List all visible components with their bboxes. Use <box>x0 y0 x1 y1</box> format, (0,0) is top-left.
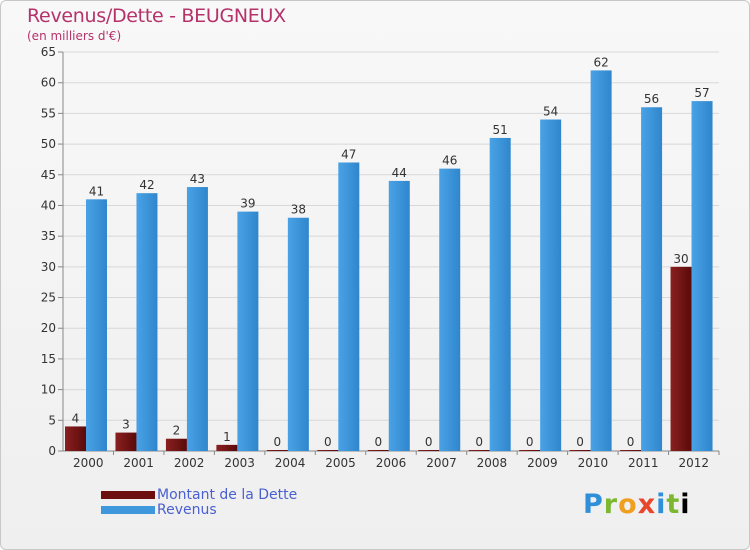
chart-title: Revenus/Dette - BEUGNEUX <box>27 5 286 27</box>
bar-revenue <box>590 70 612 452</box>
y-tick-label: 15 <box>41 352 56 366</box>
bar-revenue <box>338 162 360 451</box>
data-label-revenue: 43 <box>190 172 205 186</box>
bar-debt <box>115 432 137 451</box>
y-tick-label: 55 <box>41 106 56 120</box>
bar-debt <box>317 450 339 451</box>
bar-debt <box>266 450 288 451</box>
x-tick-label: 2001 <box>123 456 154 470</box>
x-tick-label: 2010 <box>578 456 609 470</box>
bar-debt <box>165 438 187 451</box>
bar-revenue <box>641 107 663 451</box>
legend-swatch-revenue <box>101 505 155 514</box>
bar-revenue <box>540 119 562 452</box>
legend-label-revenue: Revenus <box>157 501 217 518</box>
bar-debt <box>418 450 440 451</box>
y-tick-label: 60 <box>41 76 56 90</box>
bar-debt <box>620 450 642 451</box>
bar-revenue <box>186 187 208 452</box>
bar-debt <box>670 266 692 451</box>
data-label-debt: 30 <box>673 252 688 266</box>
legend: Montant de la Dette Revenus <box>101 486 298 518</box>
bar-revenue <box>388 180 410 451</box>
x-tick-label: 2011 <box>628 456 659 470</box>
bar-revenue <box>691 101 713 451</box>
bar-debt <box>65 426 86 451</box>
y-tick-label: 35 <box>41 229 56 243</box>
data-label-debt: 0 <box>324 435 332 449</box>
bar-debt <box>468 450 490 451</box>
y-tick-label: 40 <box>41 198 56 212</box>
x-tick-label: 2000 <box>73 456 104 470</box>
data-label-debt: 0 <box>576 435 584 449</box>
data-label-debt: 0 <box>526 435 534 449</box>
legend-item-debt: Montant de la Dette <box>101 486 298 503</box>
y-tick-label: 10 <box>41 383 56 397</box>
data-label-revenue: 46 <box>442 154 457 168</box>
proxiti-logo: Proxiti <box>583 489 691 520</box>
legend-item-revenue: Revenus <box>101 501 297 518</box>
data-label-revenue: 47 <box>341 147 356 161</box>
y-tick-label: 65 <box>41 45 56 59</box>
x-tick-label: 2003 <box>224 456 255 470</box>
bar-debt <box>569 450 591 451</box>
x-tick-label: 2002 <box>174 456 205 470</box>
chart-subtitle: (en milliers d'€) <box>27 29 122 43</box>
data-label-debt: 0 <box>627 435 635 449</box>
y-tick-label: 5 <box>48 413 56 427</box>
bar-debt <box>216 444 238 451</box>
y-tick-label: 45 <box>41 168 56 182</box>
data-label-debt: 0 <box>274 435 282 449</box>
bar-revenue <box>439 168 461 451</box>
legend-swatch-debt <box>101 490 155 499</box>
y-tick-label: 25 <box>41 291 56 305</box>
data-label-debt: 3 <box>122 418 130 432</box>
data-label-revenue: 38 <box>291 203 306 217</box>
x-tick-label: 2009 <box>527 456 558 470</box>
data-label-debt: 0 <box>425 435 433 449</box>
data-label-revenue: 51 <box>493 123 508 137</box>
bar-revenue <box>136 193 158 451</box>
data-label-debt: 0 <box>475 435 483 449</box>
data-label-debt: 2 <box>173 424 181 438</box>
x-tick-label: 2005 <box>325 456 356 470</box>
x-tick-label: 2004 <box>275 456 306 470</box>
y-tick-label: 0 <box>48 444 56 458</box>
x-tick-label: 2008 <box>477 456 508 470</box>
data-label-revenue: 62 <box>593 55 608 69</box>
data-label-revenue: 54 <box>543 105 558 119</box>
y-tick-label: 20 <box>41 321 56 335</box>
bar-revenue <box>237 211 259 451</box>
x-tick-label: 2006 <box>376 456 407 470</box>
bar-revenue <box>86 199 107 451</box>
bar-debt <box>519 450 541 451</box>
x-tick-label: 2007 <box>426 456 457 470</box>
data-label-debt: 0 <box>374 435 382 449</box>
y-tick-label: 30 <box>41 260 56 274</box>
bar-revenue <box>489 137 511 451</box>
data-label-revenue: 41 <box>89 184 104 198</box>
data-label-revenue: 44 <box>392 166 407 180</box>
data-label-revenue: 42 <box>139 178 154 192</box>
y-tick-label: 50 <box>41 137 56 151</box>
bar-revenue <box>287 217 309 451</box>
data-label-debt: 4 <box>72 411 80 425</box>
data-label-revenue: 39 <box>240 197 255 211</box>
x-tick-label: 2012 <box>678 456 709 470</box>
bar-debt <box>367 450 389 451</box>
legend-label-debt: Montant de la Dette <box>157 486 298 503</box>
data-label-revenue: 57 <box>694 86 709 100</box>
data-label-revenue: 56 <box>644 92 659 106</box>
data-label-debt: 1 <box>223 430 231 444</box>
